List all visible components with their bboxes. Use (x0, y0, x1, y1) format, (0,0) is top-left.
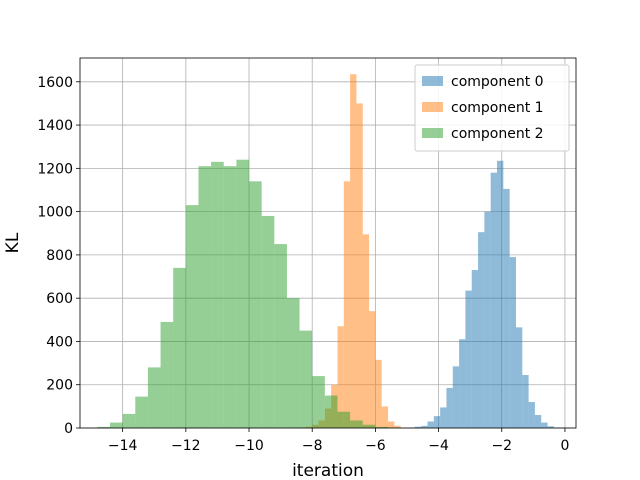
bar-component-2 (375, 426, 389, 428)
bar-component-1 (362, 234, 370, 428)
x-tick-label: −8 (302, 438, 323, 454)
legend-box (414, 64, 570, 152)
bar-component-0 (497, 160, 504, 428)
bar-component-2 (160, 321, 174, 428)
bar-component-2 (122, 413, 136, 428)
bar-component-2 (173, 267, 186, 428)
legend-label: component 0 (451, 74, 544, 90)
legend-swatch (422, 102, 443, 112)
axis-ticks: −14 −12 −10 −8 −6 −4 −2 0 0 200 400 600 800 1000 1200 1… (37, 75, 569, 454)
bar-component-2 (362, 424, 376, 428)
y-tick-label: 800 (46, 248, 73, 264)
bar-component-0 (459, 339, 466, 428)
x-axis-title: iteration (292, 461, 364, 480)
bar-component-2 (185, 205, 199, 428)
bar-component-0 (421, 425, 428, 428)
bar-component-2 (198, 166, 212, 428)
bar-component-0 (515, 327, 523, 428)
bar-component-2 (135, 396, 148, 428)
plot-frame (79, 57, 577, 429)
y-tick-label: 0 (64, 421, 73, 437)
bar-component-1 (356, 103, 363, 428)
bar-component-1 (388, 421, 395, 428)
y-axis-title: KL (3, 232, 23, 253)
y-tick-label: 1000 (37, 205, 73, 221)
bar-component-2 (337, 411, 351, 428)
bar-component-2 (236, 159, 250, 428)
legend-label: component 2 (451, 126, 544, 142)
bar-component-2 (223, 166, 237, 428)
legend-label: component 1 (451, 100, 544, 116)
x-tick-label: −4 (428, 438, 449, 454)
y-tick-label: 600 (46, 291, 73, 307)
y-tick-label: 200 (46, 378, 73, 394)
bar-component-0 (433, 416, 441, 428)
bar-component-2 (261, 215, 275, 428)
bar-component-1 (369, 311, 376, 428)
y-tick-label: 400 (46, 334, 73, 350)
series-component-2 (97, 159, 401, 428)
histogram-bars (97, 74, 567, 428)
bar-component-1 (337, 326, 344, 428)
bar-component-1 (381, 406, 389, 428)
bar-component-1 (343, 181, 351, 428)
bar-component-0 (490, 172, 498, 428)
series-component-0 (408, 160, 567, 428)
x-tick-label: −10 (234, 438, 264, 454)
bar-component-0 (478, 232, 485, 428)
bar-component-2 (312, 376, 325, 428)
bar-component-2 (147, 367, 161, 428)
x-tick-label: −6 (365, 438, 386, 454)
bar-component-2 (249, 181, 262, 428)
bar-component-1 (394, 425, 401, 428)
bar-component-0 (484, 211, 491, 428)
bar-component-0 (446, 387, 453, 428)
legend-swatch (422, 128, 443, 138)
x-tick-label: −12 (171, 438, 201, 454)
bar-component-1 (350, 74, 357, 428)
bar-component-0 (509, 257, 516, 428)
bar-component-2 (110, 422, 123, 428)
bar-component-0 (528, 402, 535, 428)
y-tick-label: 1600 (37, 75, 73, 91)
bar-component-0 (471, 270, 479, 428)
bar-component-2 (97, 426, 111, 428)
bar-component-0 (452, 366, 460, 428)
bar-component-2 (211, 161, 224, 428)
bar-component-1 (375, 359, 382, 428)
bar-component-0 (522, 374, 529, 428)
x-tick-label: −14 (108, 438, 138, 454)
x-tick-label: −2 (491, 438, 512, 454)
y-tick-label: 1400 (37, 118, 73, 134)
bar-component-2 (274, 244, 287, 428)
bar-component-2 (350, 420, 363, 428)
bar-component-2 (299, 330, 313, 428)
bar-component-0 (547, 426, 554, 428)
legend-swatch (422, 76, 443, 86)
bar-component-2 (324, 395, 338, 428)
bar-component-0 (541, 422, 548, 428)
bar-component-0 (440, 407, 447, 428)
y-tick-label: 1200 (37, 161, 73, 177)
legend: component 0 component 1 component 2 (414, 64, 570, 152)
bar-component-0 (427, 421, 434, 428)
bar-component-0 (503, 188, 510, 428)
bar-component-0 (414, 426, 422, 428)
bar-component-0 (465, 290, 472, 428)
x-tick-label: 0 (560, 438, 569, 454)
bar-component-2 (286, 298, 300, 428)
bar-component-0 (534, 415, 542, 428)
